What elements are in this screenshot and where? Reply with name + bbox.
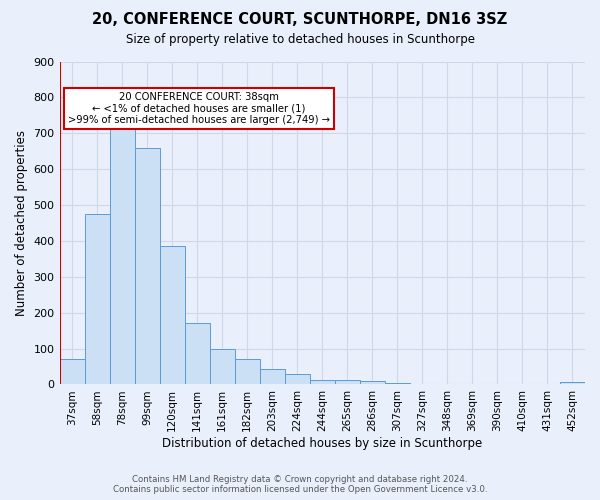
Bar [160,246,185,384]
Bar [235,358,260,384]
Text: 20, CONFERENCE COURT, SCUNTHORPE, DN16 3SZ: 20, CONFERENCE COURT, SCUNTHORPE, DN16 3… [92,12,508,28]
Text: Size of property relative to detached houses in Scunthorpe: Size of property relative to detached ho… [125,32,475,46]
Bar [560,382,585,384]
Y-axis label: Number of detached properties: Number of detached properties [15,130,28,316]
Bar [134,148,160,384]
Bar [110,122,134,384]
Text: 20 CONFERENCE COURT: 38sqm
← <1% of detached houses are smaller (1)
>99% of semi: 20 CONFERENCE COURT: 38sqm ← <1% of deta… [68,92,330,125]
Text: Contains HM Land Registry data © Crown copyright and database right 2024.
Contai: Contains HM Land Registry data © Crown c… [113,474,487,494]
Bar [85,214,110,384]
Bar [59,358,85,384]
X-axis label: Distribution of detached houses by size in Scunthorpe: Distribution of detached houses by size … [162,437,482,450]
Bar [185,324,209,384]
Bar [385,382,410,384]
Bar [360,381,385,384]
Bar [310,380,335,384]
Bar [335,380,360,384]
Bar [260,368,285,384]
Bar [209,350,235,384]
Bar [285,374,310,384]
